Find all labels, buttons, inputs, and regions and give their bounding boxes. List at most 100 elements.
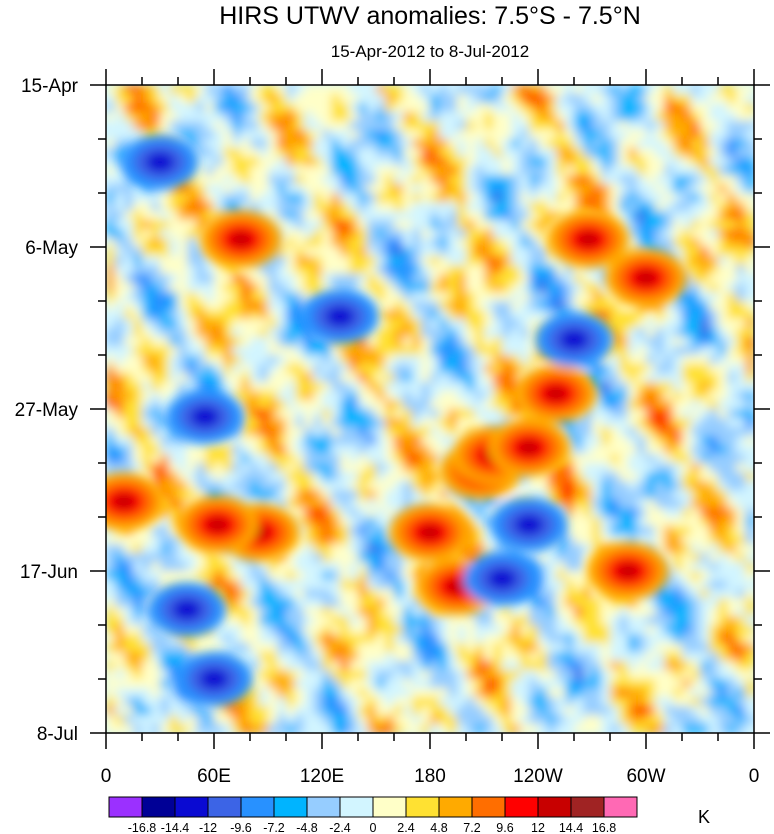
field-cell [304,184,314,194]
field-cell [646,535,656,545]
field-cell [727,229,737,239]
field-cell [142,589,152,599]
field-cell [277,94,287,104]
field-cell [178,643,188,653]
field-cell [574,436,584,446]
field-cell [511,256,521,266]
field-cell [502,211,512,221]
field-cell [160,652,170,662]
field-cell [610,670,620,680]
field-cell [286,382,296,392]
field-cell [538,661,548,671]
field-cell [403,499,413,509]
field-cell [439,697,449,707]
field-cell [565,562,575,572]
field-cell [502,310,512,320]
field-cell [385,355,395,365]
field-cell [124,238,134,248]
field-cell [583,697,593,707]
field-cell [385,643,395,653]
field-cell [727,256,737,266]
field-cell [718,697,728,707]
field-cell [331,697,341,707]
field-cell [430,139,440,149]
field-cell [313,643,323,653]
field-cell [259,562,269,572]
field-cell [538,607,548,617]
field-cell [367,139,377,149]
field-cell [727,589,737,599]
field-cell [331,85,341,95]
field-cell [529,598,539,608]
field-cell [169,391,179,401]
field-cell [187,310,197,320]
field-cell [565,544,575,554]
field-cell [520,364,530,374]
field-cell [601,175,611,185]
field-cell [106,202,116,212]
field-cell [385,337,395,347]
field-cell [304,634,314,644]
field-cell [664,85,674,95]
field-cell [349,535,359,545]
field-cell [106,319,116,329]
field-cell [106,373,116,383]
field-cell [745,121,754,131]
field-cell [736,679,746,689]
field-cell [304,364,314,374]
field-cell [367,166,377,176]
field-cell [196,139,206,149]
field-cell [187,130,197,140]
field-cell [538,652,548,662]
field-cell [106,193,116,203]
field-cell [736,634,746,644]
field-cell [682,661,692,671]
field-cell [241,310,251,320]
field-cell [403,103,413,113]
field-cell [565,553,575,563]
field-cell [718,103,728,113]
field-cell [160,544,170,554]
field-cell [367,391,377,401]
field-cell [691,103,701,113]
field-cell [205,310,215,320]
field-cell [133,265,143,275]
field-cell [466,130,476,140]
field-cell [592,535,602,545]
field-cell [484,661,494,671]
field-cell [556,598,566,608]
field-cell [538,85,548,95]
field-cell [745,607,754,617]
field-cell [520,202,530,212]
field-cell [259,292,269,302]
field-cell [439,418,449,428]
field-cell [151,94,161,104]
field-cell [286,229,296,239]
field-cell [169,202,179,212]
field-cell [124,256,134,266]
field-cell [475,310,485,320]
field-cell [313,670,323,680]
field-cell [466,238,476,248]
field-cell [475,193,485,203]
field-cell [358,472,368,482]
field-cell [331,202,341,212]
field-cell [466,355,476,365]
field-cell [646,499,656,509]
field-cell [727,598,737,608]
field-cell [682,319,692,329]
field-cell [583,364,593,374]
field-cell [727,103,737,113]
field-cell [673,157,683,167]
field-cell [475,679,485,689]
field-cell [736,364,746,374]
field-cell [628,535,638,545]
field-cell [547,697,557,707]
field-cell [196,346,206,356]
field-cell [313,85,323,95]
field-cell [673,130,683,140]
field-cell [430,616,440,626]
field-cell [457,211,467,221]
field-cell [295,634,305,644]
field-cell [691,112,701,122]
